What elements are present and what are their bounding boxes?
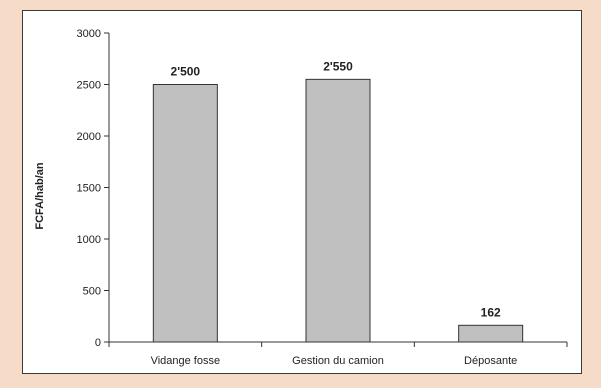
bar: [152, 84, 218, 343]
bar: [305, 78, 371, 343]
data-label: 2'500: [171, 65, 201, 79]
y-tick-label: 0: [95, 337, 101, 349]
data-label: 2'550: [323, 59, 353, 73]
chart-frame: FCFA/hab/an 0 500 1000 1500 2000 2500 3000 2'50…: [22, 10, 582, 374]
x-category-label: Gestion du camion: [292, 355, 384, 367]
x-category-label: Déposante: [464, 355, 517, 367]
y-tick-label: 500: [83, 286, 101, 298]
y-tick-label: 3000: [77, 28, 101, 40]
bar-chart: FCFA/hab/an 0 500 1000 1500 2000 2500 3000 2'50…: [34, 28, 568, 367]
plot-area: 0 500 1000 1500 2000 2500 3000 2'500 Vidange fos…: [77, 28, 568, 367]
y-tick-label: 1000: [77, 234, 101, 246]
x-category-label: Vidange fosse: [151, 355, 221, 367]
bar: [458, 324, 524, 343]
y-tick-label: 2000: [77, 131, 101, 143]
y-tick-label: 1500: [77, 183, 101, 195]
y-tick-label: 2500: [77, 80, 101, 92]
data-label: 162: [481, 305, 501, 319]
y-axis-title: FCFA/hab/an: [34, 162, 46, 230]
